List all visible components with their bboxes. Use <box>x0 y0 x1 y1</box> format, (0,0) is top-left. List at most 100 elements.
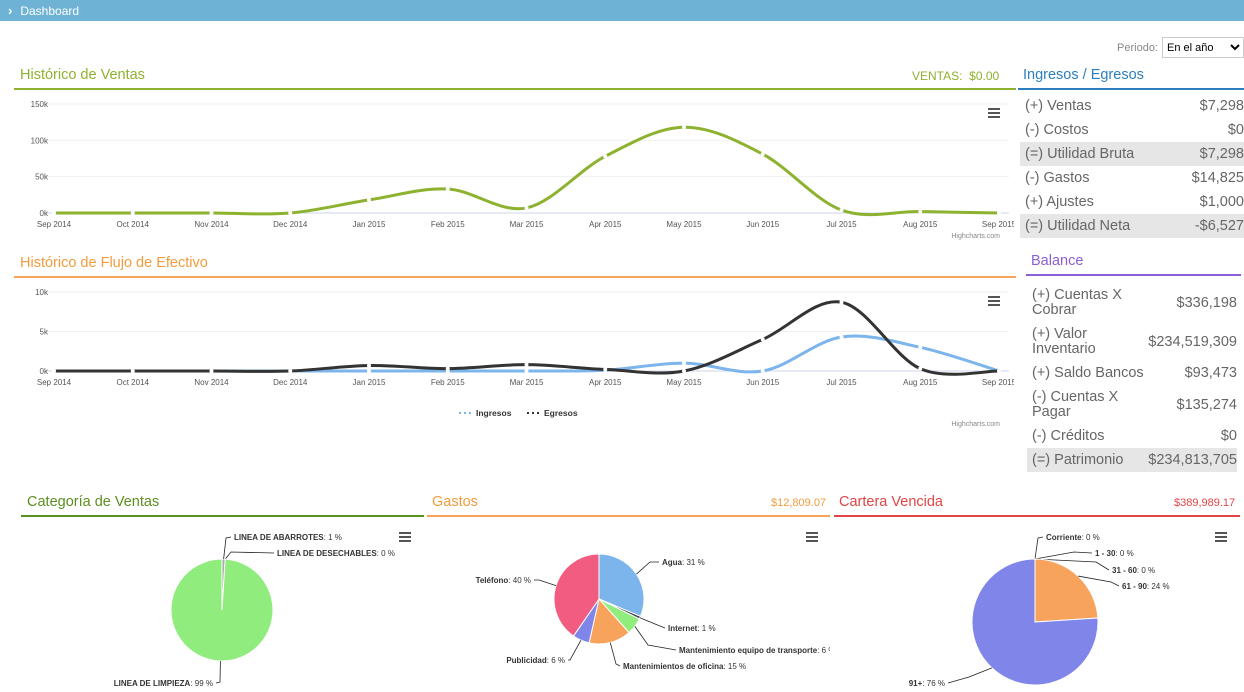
pie-connector <box>534 579 557 587</box>
pie-data-label: Internet: 1 % <box>668 624 716 633</box>
data-point[interactable] <box>760 152 765 157</box>
row-label: (+) Ajustes <box>1025 193 1094 210</box>
pie-connector <box>1034 551 1093 560</box>
data-point[interactable] <box>367 369 371 373</box>
cartera-total: $389,989.17 <box>1174 497 1236 509</box>
data-point[interactable] <box>839 300 844 305</box>
pie-data-label: 61 - 90: 24 % <box>1122 582 1170 591</box>
ventas-menu-icon[interactable] <box>988 108 1000 118</box>
row-value: $93,473 <box>1184 365 1237 381</box>
cartera-underline <box>834 515 1240 517</box>
pie-data-label: LINEA DE LIMPIEZA: 99 % <box>114 679 213 688</box>
categoria-menu-icon[interactable] <box>399 532 411 542</box>
ventas-chart: 0k 50k 100k 150k Sep 2014 Oct 2014 Nov 2014 Dec… <box>31 100 1014 240</box>
data-point[interactable] <box>997 369 1001 373</box>
pie-data-label: Mantenimientos de oficina: 15 % <box>623 662 746 671</box>
data-point[interactable] <box>209 211 214 215</box>
data-point[interactable] <box>367 197 371 202</box>
data-point[interactable] <box>445 187 450 192</box>
pie-slice[interactable] <box>971 558 1099 686</box>
pie-connector <box>947 667 993 684</box>
data-point[interactable] <box>918 366 923 371</box>
data-point[interactable] <box>524 369 529 373</box>
data-point[interactable] <box>288 369 293 373</box>
legend-item-egresos[interactable]: Egresos <box>544 408 578 418</box>
gastos-menu-icon[interactable] <box>806 532 818 542</box>
row-value: $7,298 <box>1199 146 1244 162</box>
data-point[interactable] <box>288 211 293 215</box>
data-point[interactable] <box>682 361 686 366</box>
data-point[interactable] <box>524 205 529 210</box>
table-row: (+) Saldo Bancos $93,473 <box>1027 361 1237 385</box>
data-point[interactable] <box>839 208 844 213</box>
row-label: (-) Costos <box>1025 121 1089 138</box>
breadcrumb-dashboard[interactable]: Dashboard <box>20 3 80 18</box>
pie-slice[interactable] <box>1034 558 1099 623</box>
data-point[interactable] <box>682 125 686 130</box>
data-point[interactable] <box>209 369 214 373</box>
data-point[interactable] <box>603 154 608 159</box>
y-tick-label: 5k <box>40 328 49 337</box>
data-point[interactable] <box>760 369 765 373</box>
y-tick-label: 150k <box>31 100 49 109</box>
pie-connector <box>224 551 275 560</box>
pie-slice[interactable] <box>553 553 600 637</box>
cartera-menu-icon[interactable] <box>1215 532 1227 542</box>
data-point[interactable] <box>760 337 765 342</box>
data-point[interactable] <box>839 335 844 340</box>
table-row: (=) Utilidad Neta -$6,527 <box>1020 214 1244 238</box>
pie-connector <box>639 617 666 629</box>
row-label: (+) Valor Inventario <box>1032 325 1096 357</box>
data-point[interactable] <box>682 369 686 373</box>
data-point[interactable] <box>52 369 56 373</box>
chevron-right-icon[interactable]: › <box>8 3 13 18</box>
pie-connector <box>568 640 582 661</box>
flujo-menu-icon[interactable] <box>988 296 1000 306</box>
data-point[interactable] <box>997 211 1001 215</box>
table-row: (-) Costos $0 <box>1020 118 1244 142</box>
x-tick-label: Nov 2014 <box>194 378 229 387</box>
data-point[interactable] <box>52 211 56 215</box>
x-tick-label: Aug 2015 <box>903 378 938 387</box>
ventas-total-label: VENTAS: <box>912 69 963 83</box>
row-label: (+) Saldo Bancos <box>1032 364 1144 381</box>
data-point[interactable] <box>603 367 608 372</box>
pie-slice[interactable] <box>170 558 274 662</box>
x-tick-label: Nov 2014 <box>194 220 229 229</box>
data-point[interactable] <box>918 345 923 350</box>
data-point[interactable] <box>524 362 529 367</box>
data-point[interactable] <box>130 369 135 373</box>
pie-connector <box>1034 558 1110 571</box>
highcharts-credit[interactable]: Highcharts.com <box>951 233 1000 240</box>
pie-connector <box>636 561 659 575</box>
x-tick-label: Apr 2015 <box>589 378 622 387</box>
categoria-ventas-chart: LINEA DE ABARROTES: 1 % LINEA DE DESECHAB… <box>114 533 395 688</box>
data-point[interactable] <box>918 209 923 214</box>
y-tick-label: 50k <box>35 173 49 182</box>
x-tick-label: Apr 2015 <box>589 220 622 229</box>
x-tick-label: Sep 2015 <box>982 220 1014 229</box>
row-value: $1,000 <box>1199 194 1244 210</box>
ventas-total: VENTAS: $0.00 <box>912 69 999 83</box>
x-tick-label: May 2015 <box>666 220 702 229</box>
data-point[interactable] <box>130 211 135 215</box>
data-point[interactable] <box>367 363 371 368</box>
pie-data-label: 31 - 60: 0 % <box>1112 566 1155 575</box>
period-select[interactable]: En el año <box>1162 37 1244 58</box>
cartera-chart: Corriente: 0 % 1 - 30: 0 % 31 - 60: 0 % 61 … <box>909 533 1170 688</box>
data-point[interactable] <box>445 366 450 371</box>
row-label: (=) Patrimonio <box>1032 451 1124 468</box>
y-tick-label: 100k <box>31 136 49 145</box>
pie-connector <box>1034 536 1044 560</box>
ventas-chart-title: Histórico de Ventas <box>20 67 145 83</box>
x-tick-label: Jul 2015 <box>826 378 857 387</box>
legend-item-ingresos[interactable]: Ingresos <box>476 408 512 418</box>
pie-data-label: Agua: 31 % <box>662 558 705 567</box>
ingresos-egresos-table: (+) Ventas $7,298 (-) Costos $0 (=) Utilidad… <box>1020 94 1244 238</box>
x-tick-label: Jan 2015 <box>353 378 386 387</box>
row-value: $0 <box>1227 122 1244 138</box>
highcharts-credit[interactable]: Highcharts.com <box>951 421 1000 428</box>
balance-title: Balance <box>1031 253 1084 269</box>
breadcrumb: › Dashboard <box>0 0 1244 21</box>
ingresos-egresos-underline <box>1018 88 1244 90</box>
